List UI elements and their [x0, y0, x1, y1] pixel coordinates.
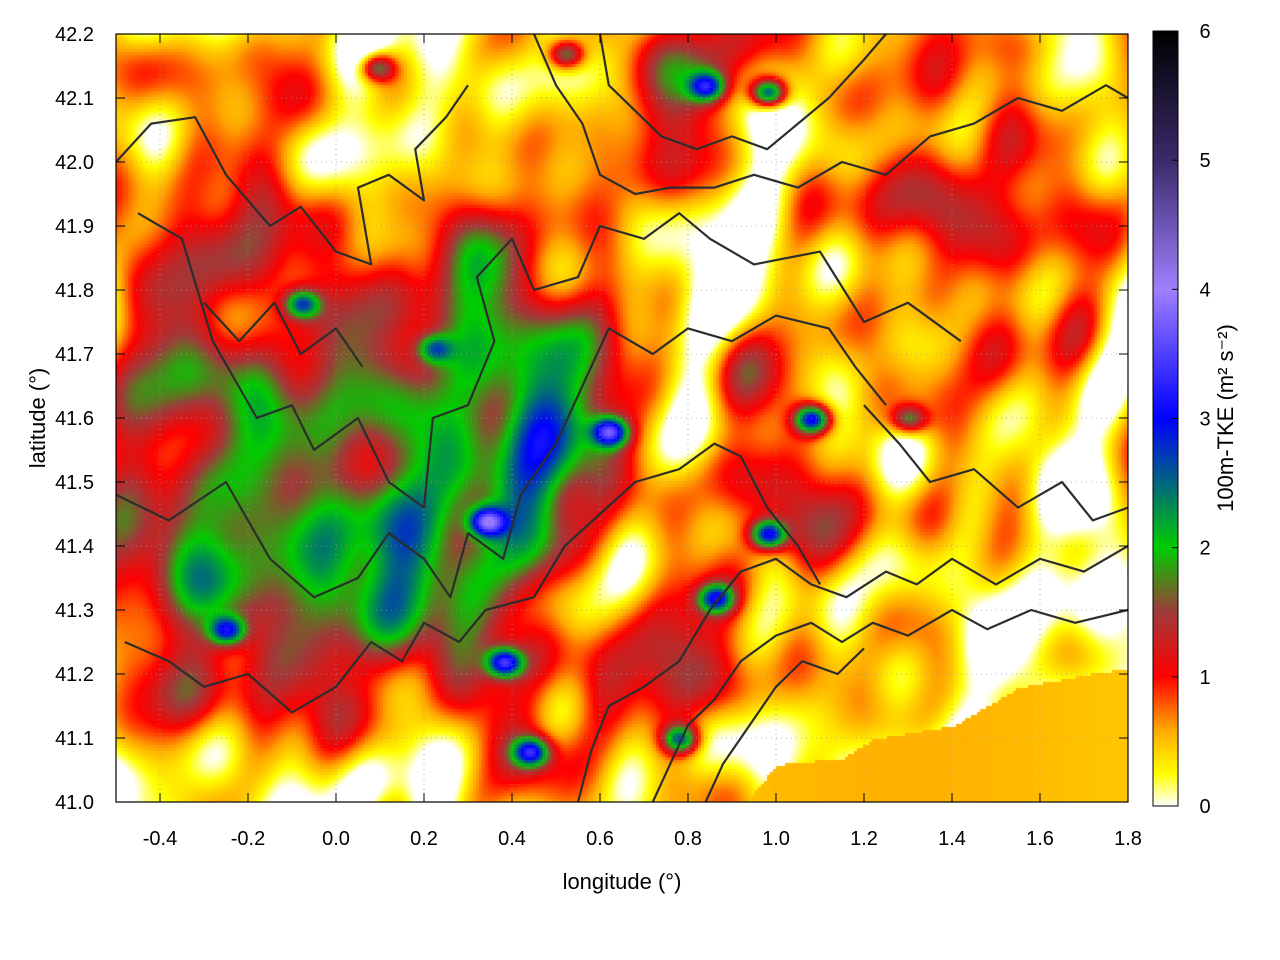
x-tick-label: 1.2: [850, 828, 878, 850]
y-tick-label: 41.7: [55, 344, 94, 366]
x-tick-label: 0.8: [674, 828, 702, 850]
colorbar-tick-label: 4: [1199, 279, 1210, 301]
contour-line-8: [598, 34, 887, 151]
y-tick-label: 41.2: [55, 664, 94, 686]
y-tick-label: 42.2: [55, 24, 94, 46]
y-tick-label: 41.8: [55, 280, 94, 302]
contour-line-4: [576, 545, 1128, 802]
x-tick-label: 1.6: [1026, 828, 1054, 850]
x-tick-label: 0.0: [322, 828, 350, 850]
contour-line-7: [203, 301, 364, 368]
contour-line-9: [532, 34, 1128, 196]
y-tick-label: 41.0: [55, 792, 94, 814]
colorbar-title: 100m-TKE (m² s⁻²): [1213, 324, 1238, 512]
contour-line-6: [704, 647, 865, 802]
y-tick-label: 41.9: [55, 216, 94, 238]
y-tick-label: 41.3: [55, 600, 94, 622]
x-tick-label: 0.2: [410, 828, 438, 850]
contour-line-3: [124, 442, 821, 714]
y-axis-ticks: 41.0 41.1 41.2 41.3 41.4 41.5 41.6 41.7 41.8 41.9…: [55, 24, 1128, 814]
x-tick-label: 0.4: [498, 828, 526, 850]
plot-area: [115, 33, 1129, 803]
y-tick-label: 41.1: [55, 728, 94, 750]
x-tick-label: 1.0: [762, 828, 790, 850]
x-axis-ticks: -0.4 -0.2 0.0 0.2 0.4 0.6 0.8 1.0 1.2 1.4 1.6 1.8: [143, 34, 1142, 850]
contour-line-0: [116, 84, 469, 266]
x-tick-label: -0.2: [231, 828, 265, 850]
y-tick-label: 41.4: [55, 536, 94, 558]
colorbar-tick-label: 1: [1199, 667, 1210, 689]
contour-line-2: [116, 314, 887, 599]
colorbar: 0 1 2 3 4 5 6 100m-TKE (m² s⁻²): [1152, 21, 1238, 818]
x-tick-label: -0.4: [143, 828, 177, 850]
colorbar-ticks: 0 1 2 3 4 5 6: [1172, 21, 1211, 818]
y-tick-label: 41.5: [55, 472, 94, 494]
x-tick-label: 0.6: [586, 828, 614, 850]
x-axis-title: longitude (°): [563, 869, 682, 894]
colorbar-tick-label: 0: [1199, 796, 1210, 818]
colorbar-tick-label: 5: [1199, 150, 1210, 172]
x-tick-label: 1.8: [1114, 828, 1142, 850]
y-tick-label: 42.0: [55, 152, 94, 174]
y-axis-title: latitude (°): [25, 368, 50, 469]
contour-line-5: [651, 608, 1128, 802]
contour-line-1: [137, 212, 962, 509]
y-tick-label: 42.1: [55, 88, 94, 110]
colorbar-tick-label: 2: [1199, 538, 1210, 560]
colorbar-tick-label: 3: [1199, 409, 1210, 431]
y-tick-label: 41.6: [55, 408, 94, 430]
x-tick-label: 1.4: [938, 828, 966, 850]
contour-line-10: [863, 404, 1128, 522]
colorbar-tick-label: 6: [1199, 21, 1210, 43]
terrain-contours: [116, 34, 1128, 802]
